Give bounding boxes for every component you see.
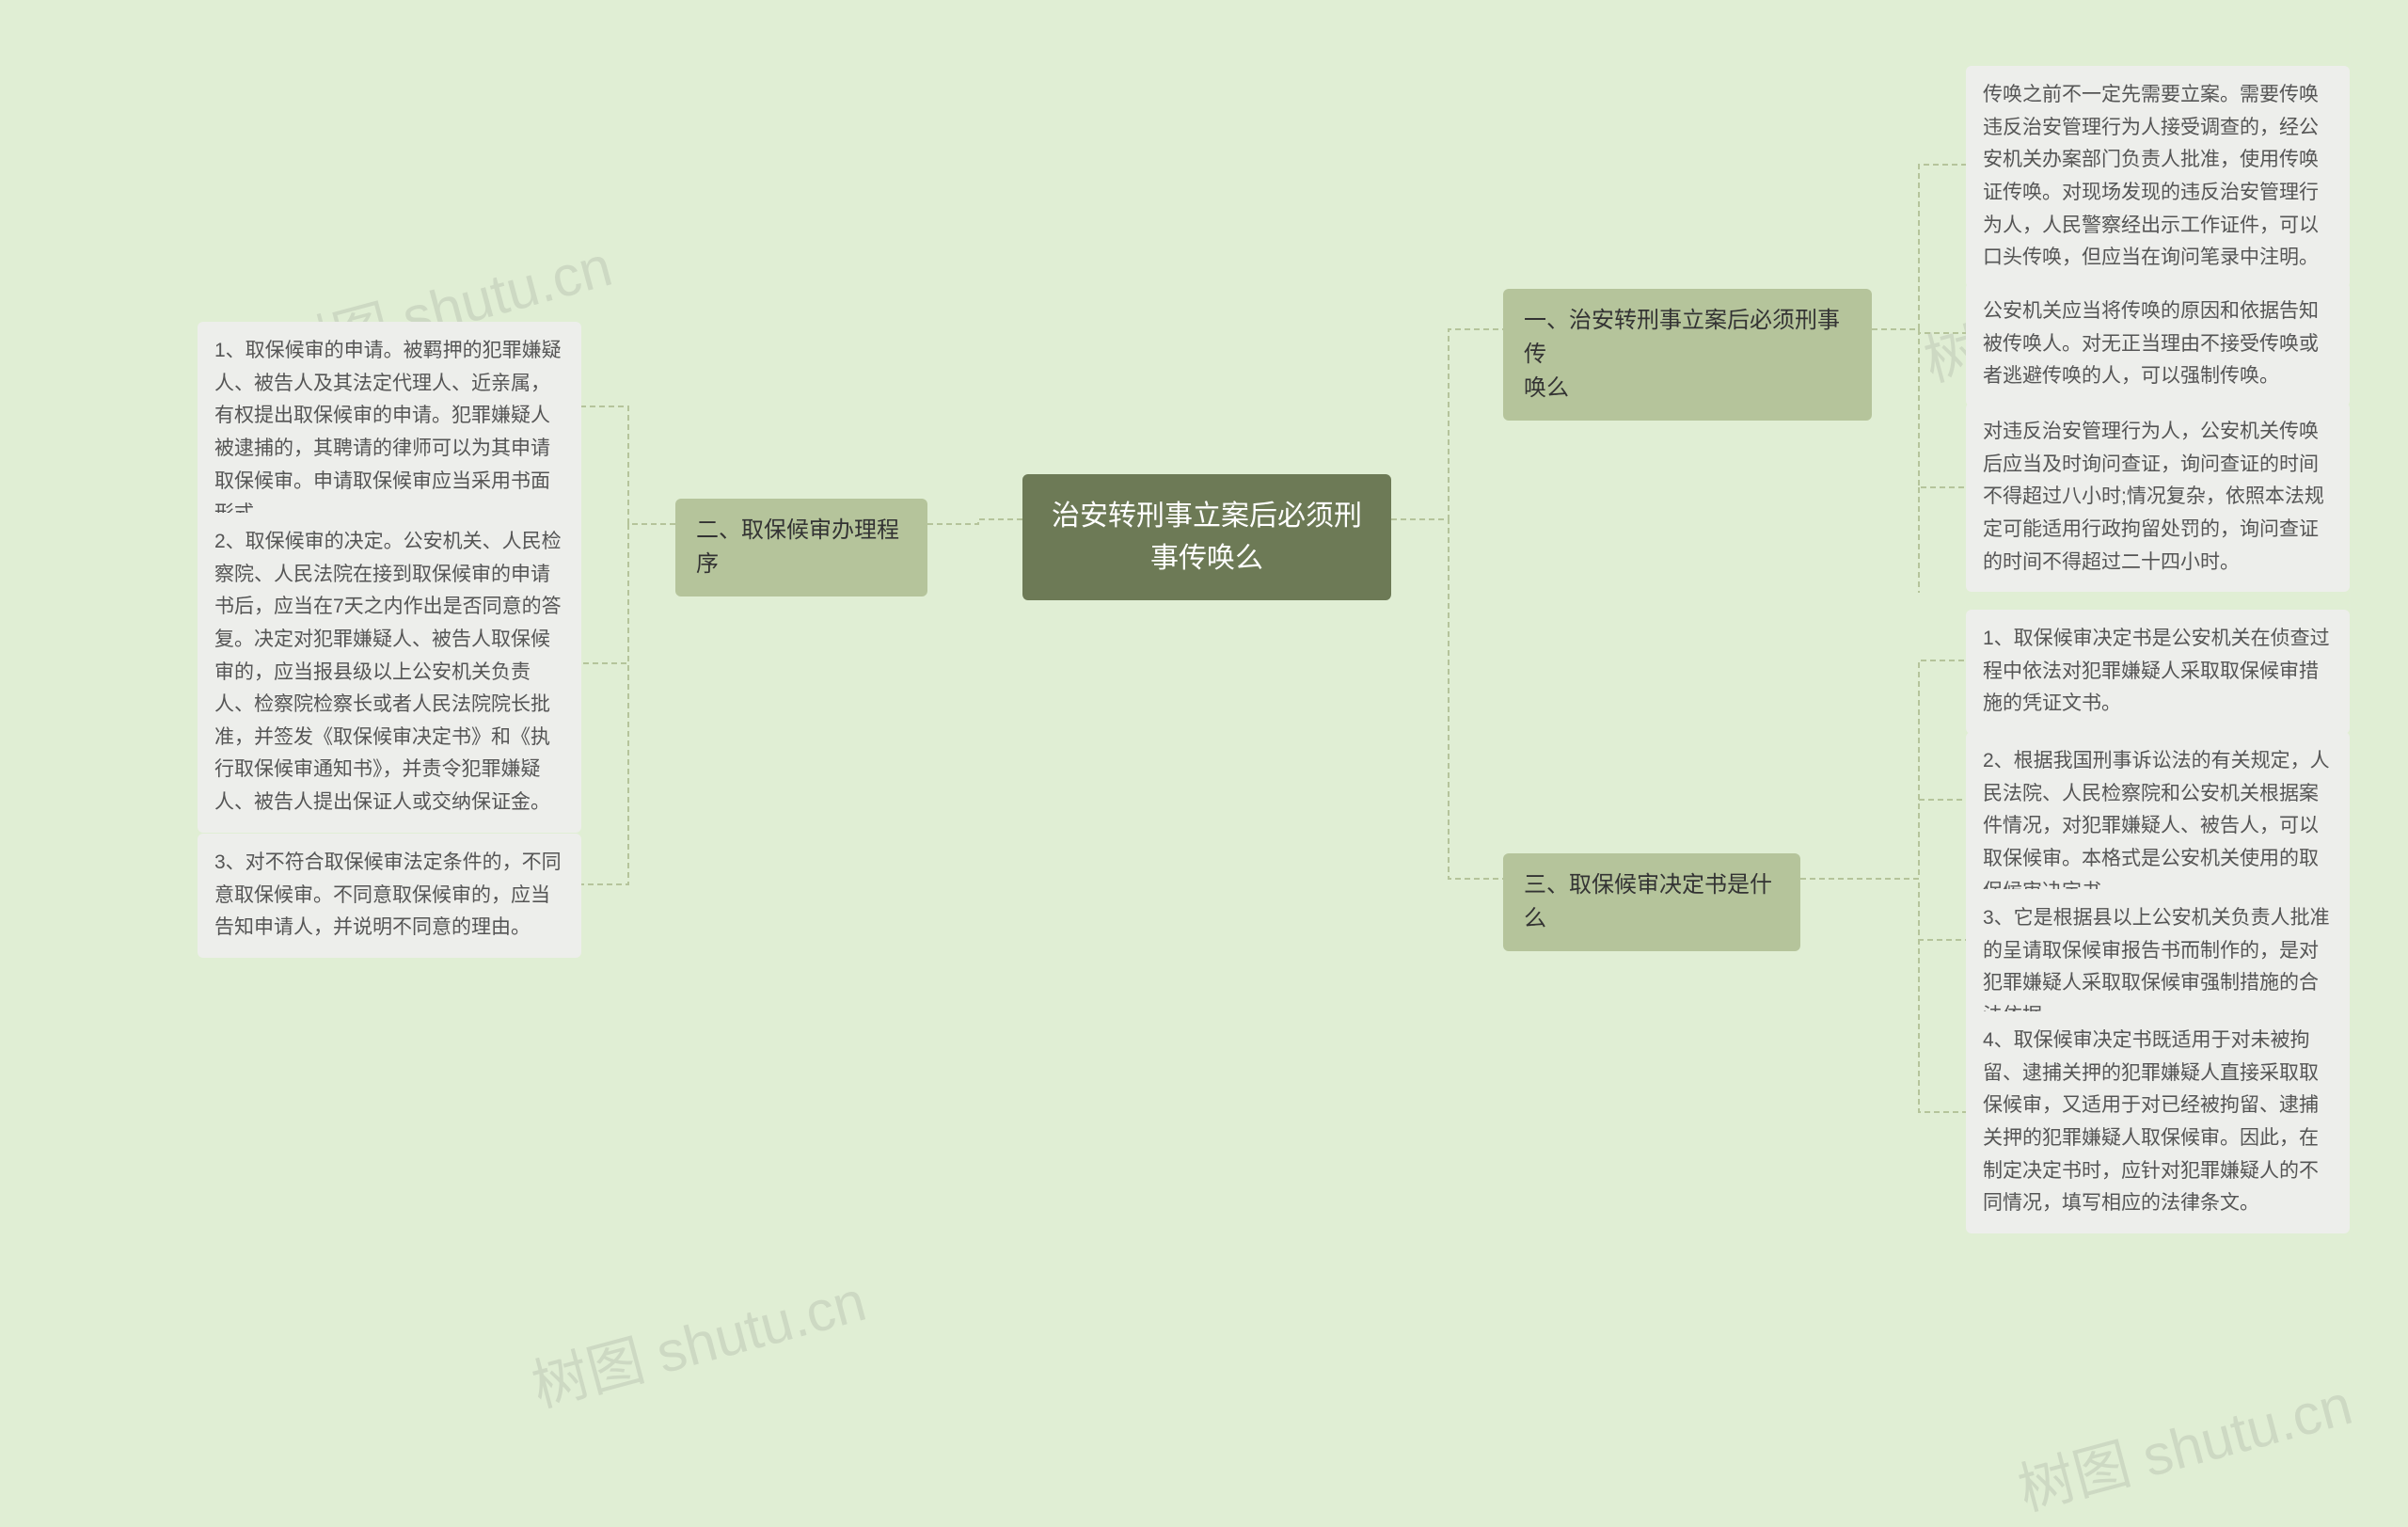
branch-3[interactable]: 三、取保候审决定书是什么 [1503,853,1800,951]
watermark-3: 树图 shutu.cn [522,1255,874,1423]
leaf-2-3[interactable]: 3、对不符合取保候审法定条件的，不同意取保候审。不同意取保候审的，应当告知申请人… [198,834,581,958]
watermark-text: 树图 shutu.cn [2012,1373,2358,1522]
leaf-3-1[interactable]: 1、取保候审决定书是公安机关在侦查过程中依法对犯罪嫌疑人采取取保候审措施的凭证文… [1966,610,2350,734]
leaf-2-2[interactable]: 2、取保候审的决定。公安机关、人民检察院、人民法院在接到取保候审的申请书后，应当… [198,513,581,833]
leaf-3-4[interactable]: 4、取保候审决定书既适用于对未被拘留、逮捕关押的犯罪嫌疑人直接采取取保候审，又适… [1966,1011,2350,1233]
watermark-text: 树图 shutu.cn [526,1269,872,1419]
center-label-line2: 事传唤么 [1150,543,1263,574]
leaf-text: 4、取保候审决定书既适用于对未被拘留、逮捕关押的犯罪嫌疑人直接采取取保候审，又适… [1983,1029,2319,1214]
branch-1[interactable]: 一、治安转刑事立案后必须刑事传 唤么 [1503,289,1872,421]
branch-2-label: 二、取保候审办理程序 [696,517,899,577]
branch-3-label: 三、取保候审决定书是什么 [1524,872,1772,931]
leaf-text: 传唤之前不一定先需要立案。需要传唤违反治安管理行为人接受调查的，经公安机关办案部… [1983,84,2319,268]
leaf-text: 3、它是根据县以上公安机关负责人批准的呈请取保候审报告书而制作的，是对犯罪嫌疑人… [1983,907,2330,1026]
leaf-text: 公安机关应当将传唤的原因和依据告知被传唤人。对无正当理由不接受传唤或者逃避传唤的… [1983,300,2319,387]
leaf-2-1[interactable]: 1、取保候审的申请。被羁押的犯罪嫌疑人、被告人及其法定代理人、近亲属，有权提出取… [198,322,581,544]
leaf-1-3[interactable]: 对违反治安管理行为人，公安机关传唤后应当及时询问查证，询问查证的时间不得超过八小… [1966,403,2350,592]
branch-2[interactable]: 二、取保候审办理程序 [675,499,927,596]
center-label-line1: 治安转刑事立案后必须刑 [1052,501,1362,532]
branch-1-label-line1: 一、治安转刑事立案后必须刑事传 [1524,308,1840,367]
leaf-text: 2、根据我国刑事诉讼法的有关规定，人民法院、人民检察院和公安机关根据案件情况，对… [1983,750,2330,902]
leaf-1-2[interactable]: 公安机关应当将传唤的原因和依据告知被传唤人。对无正当理由不接受传唤或者逃避传唤的… [1966,282,2350,406]
leaf-text: 3、对不符合取保候审法定条件的，不同意取保候审。不同意取保候审的，应当告知申请人… [214,851,562,938]
leaf-text: 对违反治安管理行为人，公安机关传唤后应当及时询问查证，询问查证的时间不得超过八小… [1983,421,2324,573]
leaf-text: 1、取保候审的申请。被羁押的犯罪嫌疑人、被告人及其法定代理人、近亲属，有权提出取… [214,340,562,524]
branch-1-label-line2: 唤么 [1524,375,1569,401]
center-node[interactable]: 治安转刑事立案后必须刑 事传唤么 [1022,474,1391,600]
leaf-text: 1、取保候审决定书是公安机关在侦查过程中依法对犯罪嫌疑人采取取保候审措施的凭证文… [1983,628,2330,714]
watermark-4: 树图 shutu.cn [2008,1359,2360,1526]
leaf-1-1[interactable]: 传唤之前不一定先需要立案。需要传唤违反治安管理行为人接受调查的，经公安机关办案部… [1966,66,2350,288]
leaf-text: 2、取保候审的决定。公安机关、人民检察院、人民法院在接到取保候审的申请书后，应当… [214,531,562,813]
